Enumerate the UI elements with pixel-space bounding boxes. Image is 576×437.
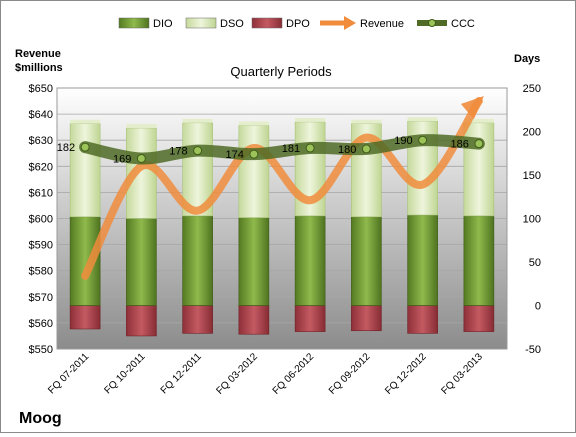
dso-bar	[69, 123, 101, 218]
legend-swatch	[118, 17, 150, 29]
x-tick-label: FQ 09-2012	[327, 351, 373, 397]
ccc-point	[361, 144, 371, 154]
chart-title: Quarterly Periods	[230, 64, 332, 79]
legend-label: Revenue	[360, 18, 404, 30]
dio-bar	[182, 215, 213, 306]
revenue-line	[81, 97, 483, 280]
x-tick-label: FQ 03-2013	[439, 351, 485, 397]
right-tick-label: 200	[523, 127, 541, 139]
dpo-bar	[238, 305, 270, 335]
left-tick-label: $620	[29, 161, 53, 173]
dso-bar-cap	[463, 118, 494, 123]
left-tick-label: $650	[29, 83, 53, 95]
right-tick-label: 50	[529, 257, 541, 269]
legend-swatch	[185, 17, 217, 29]
left-tick-label: $640	[29, 109, 53, 121]
right-tick-label: 150	[523, 170, 541, 182]
ccc-point	[136, 153, 146, 163]
dso-bar-cap	[407, 117, 438, 122]
dso-bar-cap	[238, 121, 269, 126]
left-tick-label: $630	[29, 135, 53, 147]
ccc-data-label: 181	[282, 143, 300, 155]
x-tick-label: FQ 03-2012	[214, 351, 260, 397]
dso-bar-cap	[351, 119, 382, 124]
left-axis-title-line1: Revenue	[15, 48, 61, 60]
ccc-data-label: 180	[338, 144, 356, 156]
ccc-data-label: 174	[226, 149, 244, 161]
left-tick-label: $580	[29, 266, 53, 278]
right-axis-title: Days	[514, 53, 540, 65]
dio-bar	[407, 214, 438, 306]
ccc-point	[80, 142, 90, 152]
dpo-bar	[182, 305, 213, 334]
dpo-bar	[463, 305, 495, 332]
ccc-point	[249, 149, 259, 159]
revenue-series	[81, 96, 484, 280]
ccc-data-label: 178	[169, 146, 187, 158]
dso-bar-cap	[182, 118, 213, 123]
dio-bar	[294, 215, 326, 306]
dso-bar	[238, 125, 270, 218]
x-tick-label: FQ 12-2011	[159, 351, 204, 396]
x-tick-label: FQ 10-2011	[103, 351, 148, 396]
revenue-arrowhead	[460, 96, 484, 120]
ccc-line	[79, 134, 485, 165]
x-tick-label: FQ 06-2012	[271, 351, 317, 397]
ccc-data-label: 186	[451, 139, 469, 151]
ccc-point	[474, 139, 484, 149]
left-tick-label: $570	[29, 292, 53, 304]
left-tick-label: $550	[29, 344, 53, 356]
legend-label: DPO	[286, 18, 310, 30]
dio-bar	[238, 217, 270, 306]
dpo-bar	[407, 305, 438, 334]
right-tick-label: 100	[523, 214, 541, 226]
x-axis-labels: FQ 07-2011 FQ 10-2011 FQ 12-2011 FQ 03-2012…	[46, 351, 485, 397]
legend-swatch-arrowhead	[344, 16, 356, 30]
dpo-bar	[294, 305, 326, 332]
x-tick-label: FQ 12-2012	[383, 351, 429, 397]
right-tick-label: 250	[523, 83, 541, 95]
left-tick-label: $610	[29, 187, 53, 199]
legend-label: CCC	[451, 18, 475, 30]
dso-bar-cap	[295, 117, 326, 122]
ccc-point	[305, 143, 315, 153]
left-axis: $550 $560 $570 $580 $590 $600 $610 $620 $630 $640…	[29, 83, 53, 356]
ccc-data-label: 182	[57, 142, 75, 154]
right-tick-label: 0	[535, 301, 541, 313]
company-name: Moog	[19, 410, 62, 427]
dio-bar	[463, 215, 495, 306]
dio-bar	[351, 216, 382, 306]
dpo-bar	[69, 305, 101, 330]
ccc-data-label: 190	[394, 135, 412, 147]
left-tick-label: $590	[29, 240, 53, 252]
legend-swatch-marker	[428, 19, 436, 27]
dio-bar	[126, 218, 157, 306]
legend: DIO DSO DPO Revenue CCC	[118, 16, 475, 30]
dpo-bar	[351, 305, 382, 332]
dpo-bar	[126, 305, 157, 337]
left-axis-title-line2: $millions	[15, 62, 63, 74]
dso-bar-cap	[126, 124, 157, 129]
legend-label: DIO	[153, 18, 173, 30]
ccc-point	[418, 135, 428, 145]
legend-swatch	[251, 17, 283, 29]
ccc-data-label: 169	[113, 153, 131, 165]
left-tick-label: $600	[29, 214, 53, 226]
legend-label: DSO	[220, 18, 244, 30]
ccc-point	[193, 146, 203, 156]
ccc-series: 182 169 178 174 181 180 190 186	[57, 134, 485, 165]
x-tick-label: FQ 07-2011	[46, 351, 91, 396]
left-tick-label: $560	[29, 318, 53, 330]
right-axis: -50 0 50 100 150 200 250	[523, 83, 541, 356]
dso-bar-cap	[70, 119, 101, 124]
right-tick-label: -50	[525, 344, 541, 356]
